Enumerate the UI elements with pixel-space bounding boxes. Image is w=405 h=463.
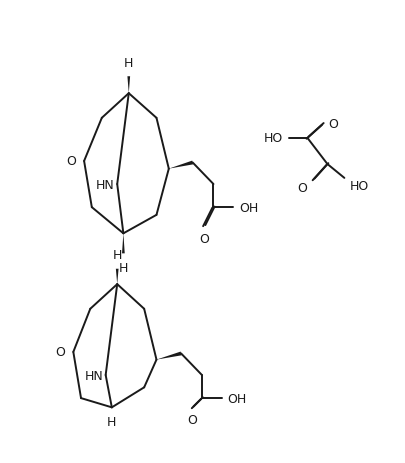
Text: H: H bbox=[118, 262, 128, 275]
Polygon shape bbox=[156, 352, 181, 360]
Text: O: O bbox=[199, 232, 209, 245]
Text: OH: OH bbox=[238, 201, 258, 214]
Text: H: H bbox=[124, 56, 133, 69]
Text: H: H bbox=[107, 415, 116, 428]
Text: HN: HN bbox=[96, 178, 115, 191]
Text: O: O bbox=[187, 413, 197, 426]
Text: HN: HN bbox=[84, 369, 103, 382]
Text: O: O bbox=[55, 346, 66, 359]
Text: O: O bbox=[297, 181, 307, 194]
Text: HO: HO bbox=[263, 132, 282, 145]
Polygon shape bbox=[127, 77, 130, 94]
Polygon shape bbox=[168, 161, 193, 169]
Text: H: H bbox=[112, 249, 122, 262]
Polygon shape bbox=[122, 234, 124, 254]
Text: O: O bbox=[327, 118, 337, 131]
Text: O: O bbox=[66, 155, 76, 168]
Polygon shape bbox=[115, 269, 118, 285]
Text: OH: OH bbox=[227, 392, 246, 405]
Text: HO: HO bbox=[349, 180, 368, 193]
